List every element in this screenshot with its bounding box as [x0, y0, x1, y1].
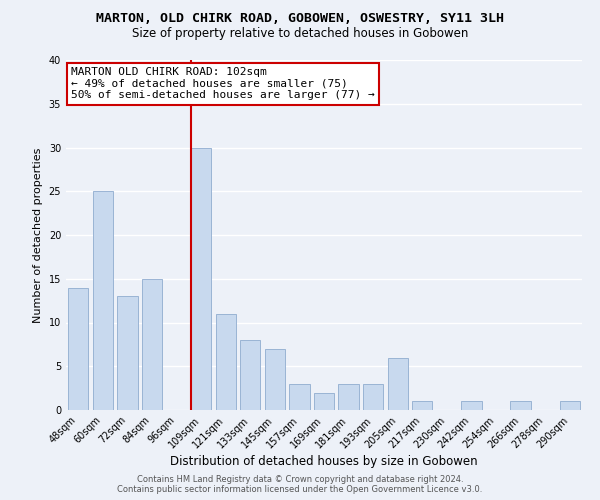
Bar — [363, 384, 383, 410]
Bar — [314, 392, 334, 410]
Bar — [93, 191, 113, 410]
Bar — [338, 384, 359, 410]
Text: Size of property relative to detached houses in Gobowen: Size of property relative to detached ho… — [132, 28, 468, 40]
Bar — [240, 340, 260, 410]
Bar — [118, 296, 137, 410]
Bar — [511, 401, 530, 410]
Bar — [265, 349, 285, 410]
Bar — [68, 288, 88, 410]
Bar — [560, 401, 580, 410]
Bar — [215, 314, 236, 410]
Bar — [142, 278, 162, 410]
Text: MARTON OLD CHIRK ROAD: 102sqm
← 49% of detached houses are smaller (75)
50% of s: MARTON OLD CHIRK ROAD: 102sqm ← 49% of d… — [71, 67, 375, 100]
Text: Contains HM Land Registry data © Crown copyright and database right 2024.
Contai: Contains HM Land Registry data © Crown c… — [118, 474, 482, 494]
Y-axis label: Number of detached properties: Number of detached properties — [33, 148, 43, 322]
Bar — [289, 384, 310, 410]
Bar — [388, 358, 408, 410]
Bar — [412, 401, 433, 410]
X-axis label: Distribution of detached houses by size in Gobowen: Distribution of detached houses by size … — [170, 456, 478, 468]
Bar — [461, 401, 482, 410]
Text: MARTON, OLD CHIRK ROAD, GOBOWEN, OSWESTRY, SY11 3LH: MARTON, OLD CHIRK ROAD, GOBOWEN, OSWESTR… — [96, 12, 504, 26]
Bar — [191, 148, 211, 410]
